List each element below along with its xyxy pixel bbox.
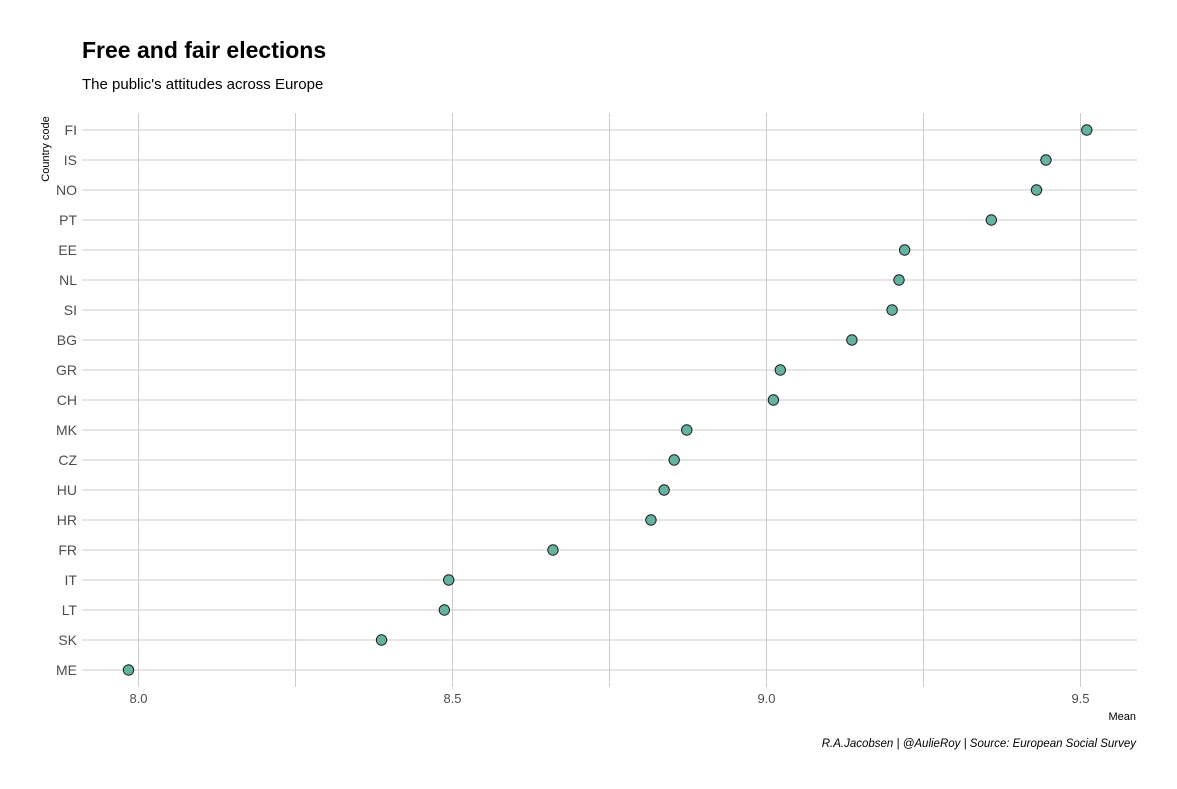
data-point-ch xyxy=(767,394,780,406)
data-point-fr xyxy=(547,544,559,556)
data-point-is xyxy=(1040,154,1052,166)
x-axis-title: Mean xyxy=(1108,711,1136,723)
data-point-no xyxy=(1030,184,1043,196)
y-tick-label: ME xyxy=(56,662,77,678)
data-point-gr xyxy=(774,364,787,376)
y-tick-label: IT xyxy=(65,572,78,588)
y-tick-label: HR xyxy=(57,512,77,528)
y-tick-label: IS xyxy=(64,152,77,168)
y-axis-labels: FI IS NO PT EE NL SI BG GR CH MK CZ HU HR FR IT LT SK ME xyxy=(56,122,78,678)
data-point-fi xyxy=(1081,124,1093,136)
y-axis-title: Country code xyxy=(40,116,52,181)
data-point-lt xyxy=(438,604,451,616)
x-axis-labels: 8.0 8.5 9.0 9.5 xyxy=(129,691,1089,706)
y-tick-label: FR xyxy=(58,542,77,558)
y-tick-label: SI xyxy=(64,302,77,318)
x-tick-label: 9.0 xyxy=(757,691,775,706)
data-point-hu xyxy=(658,484,670,496)
x-tick-label: 9.5 xyxy=(1071,691,1089,706)
y-tick-label: LT xyxy=(62,602,78,618)
data-point-si xyxy=(886,304,898,316)
data-point-sk xyxy=(375,634,388,646)
data-point-hr xyxy=(645,514,657,526)
data-point-it xyxy=(443,574,455,586)
x-tick-label: 8.0 xyxy=(129,691,147,706)
grid xyxy=(82,113,1137,687)
x-tick-label: 8.5 xyxy=(443,691,461,706)
data-point-pt xyxy=(985,214,998,226)
data-point-cz xyxy=(668,454,680,466)
y-tick-label: BG xyxy=(57,332,77,348)
y-tick-label: FI xyxy=(65,122,77,138)
y-tick-label: HU xyxy=(57,482,77,498)
y-tick-label: NO xyxy=(56,182,77,198)
y-tick-label: MK xyxy=(56,422,78,438)
y-tick-label: CH xyxy=(57,392,77,408)
y-tick-label: EE xyxy=(58,242,77,258)
data-point-me xyxy=(122,664,135,676)
data-point-mk xyxy=(681,424,693,436)
y-tick-label: SK xyxy=(58,632,77,648)
y-tick-label: GR xyxy=(56,362,77,378)
data-point-ee xyxy=(898,244,911,256)
data-points xyxy=(122,124,1093,676)
y-tick-label: NL xyxy=(59,272,77,288)
y-tick-label: PT xyxy=(59,212,77,228)
chart-subtitle: The public's attitudes across Europe xyxy=(82,76,323,93)
data-point-bg xyxy=(846,334,858,346)
y-tick-label: CZ xyxy=(58,452,77,468)
chart-caption: R.A.Jacobsen | @AulieRoy | Source: Europ… xyxy=(822,738,1138,750)
data-point-nl xyxy=(893,274,905,286)
chart-title: Free and fair elections xyxy=(82,37,326,63)
